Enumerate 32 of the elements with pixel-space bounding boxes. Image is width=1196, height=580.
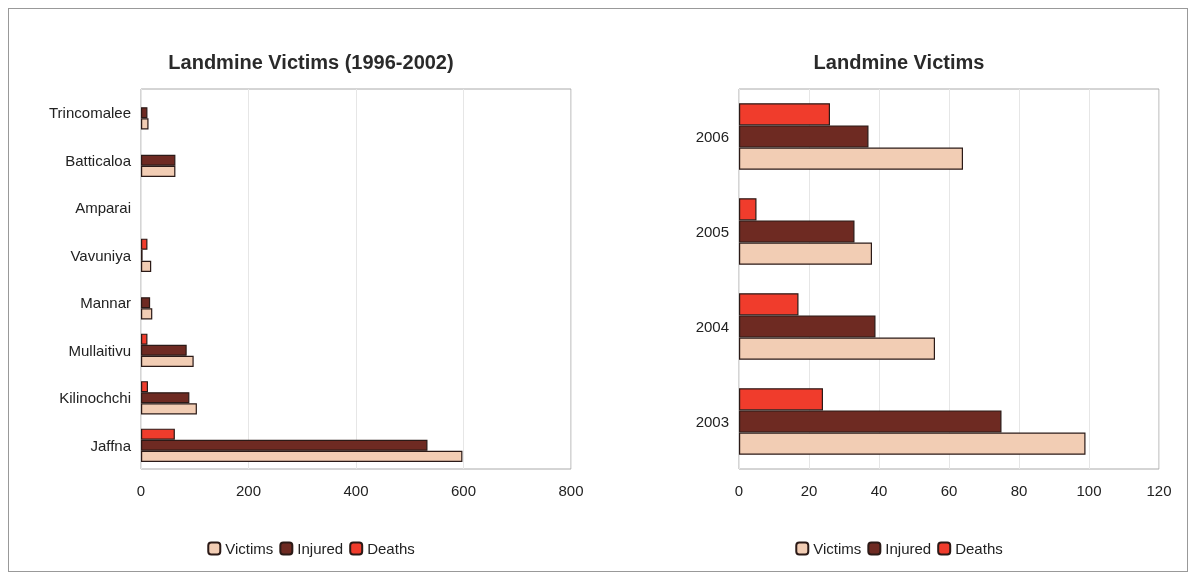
y-tick-label: Batticaloa: [65, 151, 132, 169]
x-tick-label: 100: [1076, 482, 1102, 499]
x-tick-label: 200: [235, 482, 262, 499]
legend-label: Victims: [225, 540, 274, 557]
y-tick-label: Mannar: [80, 294, 131, 312]
x-tick-label: 0: [734, 482, 744, 499]
x-tick-label: 800: [558, 482, 584, 499]
x-tick-label: 20: [800, 482, 818, 499]
y-tick-label: 2005: [695, 223, 729, 240]
x-tick-label: 600: [450, 482, 477, 499]
y-tick-label: 2006: [695, 128, 729, 145]
y-tick-label: Amparai: [75, 199, 131, 217]
chart-title: Landmine Victims (1996-2002): [168, 51, 454, 73]
x-tick-label: 60: [940, 482, 958, 499]
y-tick-label: Kilinochchi: [59, 389, 131, 407]
legend-label: Victims: [813, 540, 862, 557]
y-tick-label: Trincomalee: [49, 104, 131, 122]
legend-label: Injured: [297, 540, 344, 557]
y-tick-label: Vavuniya: [70, 246, 132, 264]
x-tick-label: 400: [343, 482, 369, 499]
x-tick-label: 120: [1146, 482, 1172, 499]
x-tick-label: 80: [1010, 482, 1028, 499]
legend-label: Deaths: [367, 540, 415, 557]
chart-title: Landmine Victims: [813, 51, 985, 73]
legend-label: Deaths: [955, 540, 1003, 557]
legend-label: Injured: [885, 540, 932, 557]
y-tick-label: Mullaitivu: [68, 341, 131, 359]
y-tick-label: Jaffna: [90, 436, 132, 454]
x-tick-label: 40: [870, 482, 888, 499]
y-tick-label: 2004: [695, 318, 729, 335]
y-tick-label: 2003: [695, 413, 729, 430]
x-tick-label: 0: [136, 482, 146, 499]
